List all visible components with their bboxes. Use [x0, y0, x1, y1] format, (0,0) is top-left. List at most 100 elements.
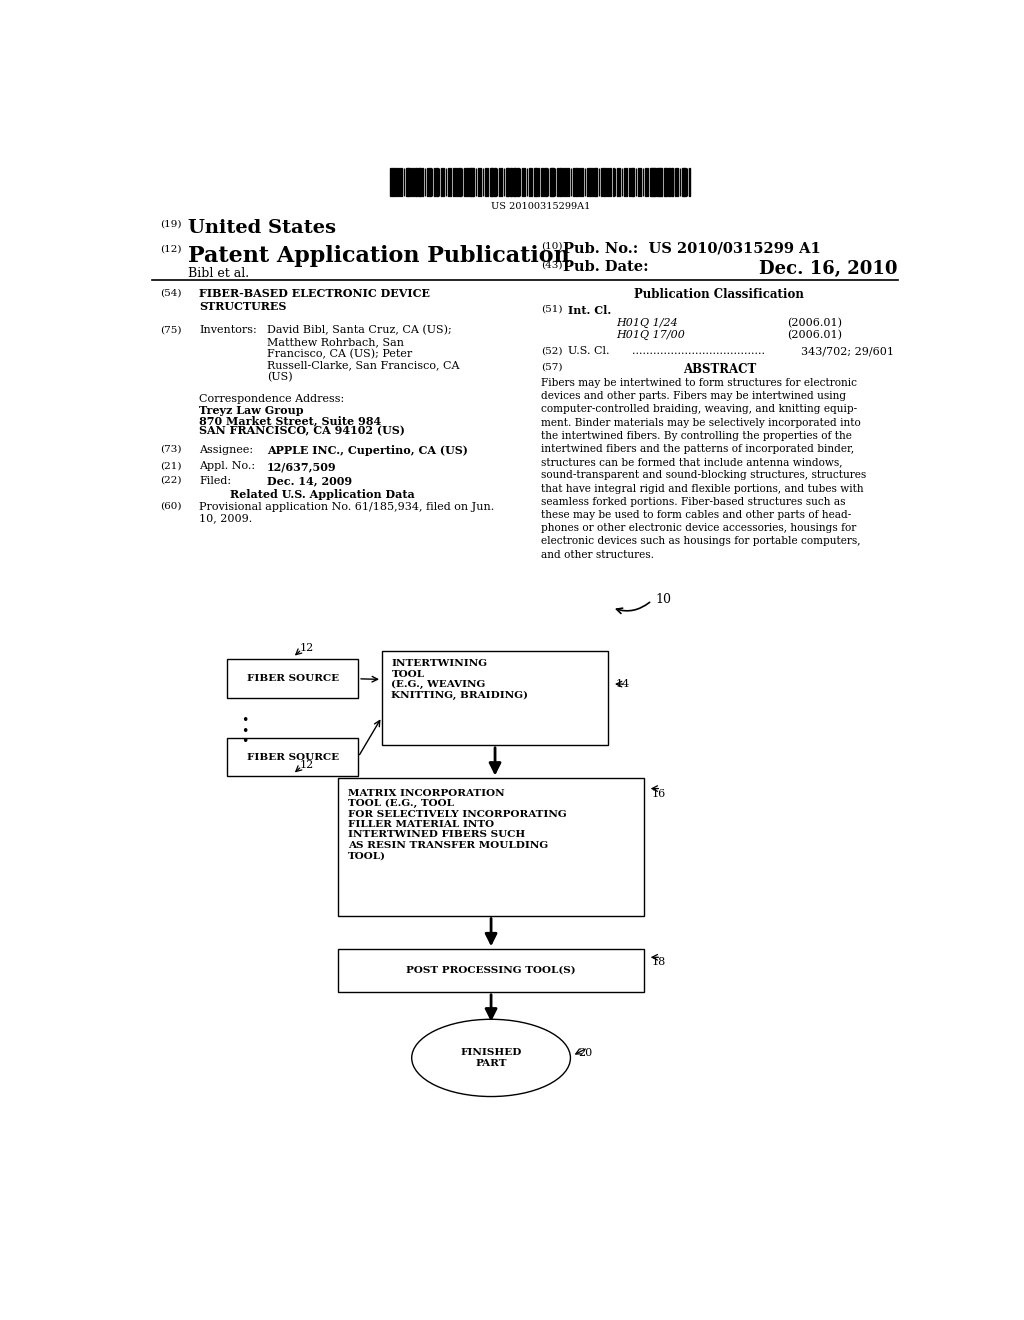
Bar	[649, 168, 651, 195]
Text: Bibl et al.: Bibl et al.	[187, 267, 249, 280]
Bar	[682, 168, 684, 195]
Text: (54): (54)	[160, 289, 181, 297]
Text: 16: 16	[652, 788, 666, 799]
FancyBboxPatch shape	[227, 660, 358, 698]
Bar	[601, 168, 602, 195]
Text: Provisional application No. 61/185,934, filed on Jun.
10, 2009.: Provisional application No. 61/185,934, …	[200, 502, 495, 524]
Bar	[631, 168, 633, 195]
Text: FIBER-BASED ELECTRONIC DEVICE
STRUCTURES: FIBER-BASED ELECTRONIC DEVICE STRUCTURES	[200, 289, 430, 313]
Text: •: •	[242, 735, 249, 747]
Bar	[407, 168, 409, 195]
Text: •: •	[242, 725, 249, 738]
Text: ......................................: ......................................	[632, 346, 765, 356]
Text: Filed:: Filed:	[200, 475, 231, 486]
Bar	[394, 168, 396, 195]
Bar	[592, 168, 593, 195]
Text: Fibers may be intertwined to form structures for electronic
devices and other pa: Fibers may be intertwined to form struct…	[541, 378, 866, 560]
Text: U.S. Cl.: U.S. Cl.	[568, 346, 610, 356]
Bar	[397, 168, 398, 195]
Text: (21): (21)	[160, 461, 181, 470]
Text: Related U.S. Application Data: Related U.S. Application Data	[230, 488, 415, 500]
Bar	[466, 168, 468, 195]
Text: MATRIX INCORPORATION
TOOL (E.G., TOOL
FOR SELECTIVELY INCORPORATING
FILLER MATER: MATRIX INCORPORATION TOOL (E.G., TOOL FO…	[348, 788, 566, 861]
Bar	[416, 168, 418, 195]
Bar	[590, 168, 591, 195]
Text: 12: 12	[299, 643, 313, 653]
Bar	[669, 168, 670, 195]
Bar	[489, 168, 492, 195]
Bar	[513, 168, 515, 195]
Bar	[552, 168, 554, 195]
Bar	[436, 168, 437, 195]
Text: (43): (43)	[541, 260, 562, 269]
Bar	[629, 168, 630, 195]
Text: SAN FRANCISCO, CA 94102 (US): SAN FRANCISCO, CA 94102 (US)	[200, 426, 406, 437]
Text: (2006.01): (2006.01)	[786, 330, 842, 341]
Text: Assignee:: Assignee:	[200, 445, 254, 455]
Bar	[564, 168, 565, 195]
Bar	[469, 168, 471, 195]
Bar	[447, 168, 450, 195]
Text: (22): (22)	[160, 475, 181, 484]
Text: FINISHED
PART: FINISHED PART	[461, 1048, 522, 1068]
Text: (57): (57)	[541, 363, 562, 372]
FancyBboxPatch shape	[338, 779, 644, 916]
Text: 10: 10	[655, 594, 672, 606]
Text: (75): (75)	[160, 325, 181, 334]
Text: Int. Cl.: Int. Cl.	[568, 305, 611, 315]
Text: Treyz Law Group: Treyz Law Group	[200, 405, 304, 416]
Bar	[409, 168, 410, 195]
Text: 12/637,509: 12/637,509	[267, 461, 337, 473]
Text: FIBER SOURCE: FIBER SOURCE	[247, 675, 339, 684]
Text: Pub. No.:  US 2010/0315299 A1: Pub. No.: US 2010/0315299 A1	[563, 242, 820, 256]
Text: •: •	[242, 714, 249, 727]
Bar	[612, 168, 613, 195]
Text: (52): (52)	[541, 346, 562, 355]
Bar	[664, 168, 666, 195]
Bar	[506, 168, 508, 195]
Bar	[684, 168, 686, 195]
FancyBboxPatch shape	[338, 949, 644, 991]
Text: 14: 14	[616, 678, 631, 689]
Text: Correspondence Address:: Correspondence Address:	[200, 395, 345, 404]
Bar	[545, 168, 547, 195]
Bar	[594, 168, 596, 195]
Text: H01Q 17/00: H01Q 17/00	[616, 330, 685, 341]
Bar	[654, 168, 655, 195]
Bar	[625, 168, 626, 195]
Text: US 20100315299A1: US 20100315299A1	[490, 202, 591, 211]
Text: 343/702; 29/601: 343/702; 29/601	[801, 346, 894, 356]
Bar	[534, 168, 536, 195]
Text: Patent Application Publication: Patent Application Publication	[187, 244, 569, 267]
Bar	[666, 168, 668, 195]
Bar	[392, 168, 394, 195]
Bar	[511, 168, 512, 195]
Text: APPLE INC., Cupertino, CA (US): APPLE INC., Cupertino, CA (US)	[267, 445, 468, 455]
Text: United States: United States	[187, 219, 336, 238]
Bar	[656, 168, 658, 195]
Bar	[559, 168, 561, 195]
Text: 870 Market Street, Suite 984: 870 Market Street, Suite 984	[200, 416, 382, 426]
Bar	[453, 168, 454, 195]
Text: H01Q 1/24: H01Q 1/24	[616, 318, 678, 329]
Text: 18: 18	[652, 957, 666, 968]
Bar	[541, 168, 542, 195]
Bar	[638, 168, 639, 195]
Text: (19): (19)	[160, 219, 181, 228]
Text: Dec. 14, 2009: Dec. 14, 2009	[267, 475, 352, 487]
Bar	[515, 168, 516, 195]
FancyBboxPatch shape	[382, 651, 608, 744]
Bar	[608, 168, 609, 195]
Bar	[495, 168, 496, 195]
Bar	[550, 168, 552, 195]
Text: Dec. 16, 2010: Dec. 16, 2010	[759, 260, 898, 279]
Bar	[460, 168, 461, 195]
Ellipse shape	[412, 1019, 570, 1097]
Text: Pub. Date:: Pub. Date:	[563, 260, 648, 275]
Text: (12): (12)	[160, 244, 181, 253]
Bar	[517, 168, 519, 195]
Bar	[471, 168, 473, 195]
Text: David Bibl, Santa Cruz, CA (US);
Matthew Rohrbach, San
Francisco, CA (US); Peter: David Bibl, Santa Cruz, CA (US); Matthew…	[267, 325, 460, 383]
Bar	[671, 168, 673, 195]
Bar	[499, 168, 500, 195]
